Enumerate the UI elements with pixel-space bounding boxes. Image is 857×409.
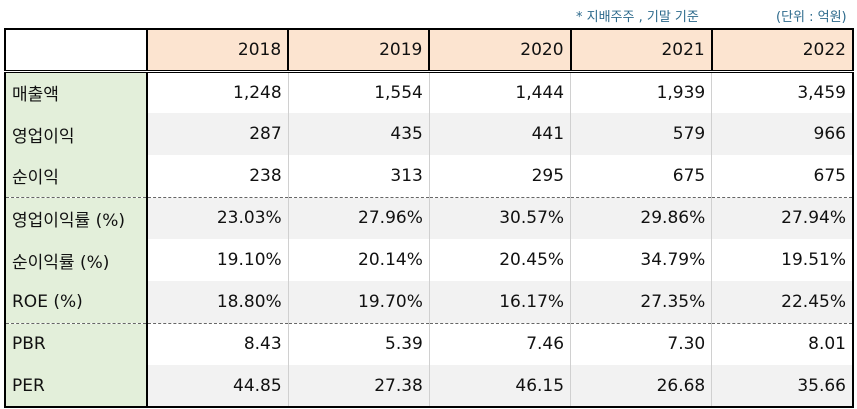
table-cell: 287 <box>146 113 289 155</box>
table-cell: 44.85 <box>146 365 289 408</box>
basis-note: * 지배주주 , 기말 기준 <box>576 10 699 25</box>
unit-note: (단위 : 억원) <box>776 10 847 25</box>
table-row: PER 44.85 27.38 46.15 26.68 35.66 <box>4 365 855 408</box>
table-cell: 8.01 <box>711 322 855 365</box>
table-row: 매출액 1,248 1,554 1,444 1,939 3,459 <box>4 71 855 113</box>
table-cell: 7.46 <box>428 322 572 365</box>
table-cell: 675 <box>570 155 713 197</box>
table-cell: 23.03% <box>146 196 289 239</box>
row-label: 영업이익 <box>4 113 148 155</box>
table-row: 영업이익 287 435 441 579 966 <box>4 113 855 155</box>
table-cell: 966 <box>711 113 855 155</box>
year-header: 2018 <box>145 28 290 73</box>
table-cell: 1,444 <box>428 71 572 113</box>
table-cell: 19.10% <box>146 239 289 281</box>
row-label: 영업이익률 (%) <box>4 196 148 239</box>
table-cell: 46.15 <box>428 365 572 408</box>
table-notes: * 지배주주 , 기말 기준 (단위 : 억원) <box>0 0 857 28</box>
year-header: 2020 <box>428 28 572 73</box>
table-cell: 19.70% <box>287 281 430 323</box>
table-cell: 441 <box>428 113 572 155</box>
year-header: 2021 <box>569 28 713 73</box>
table-cell: 34.79% <box>570 239 713 281</box>
table-cell: 675 <box>711 155 855 197</box>
table-cell: 5.39 <box>287 322 430 365</box>
table-cell: 27.38 <box>287 365 430 408</box>
table-cell: 26.68 <box>570 365 713 408</box>
row-label: 순이익 <box>4 155 148 197</box>
row-label: PBR <box>4 322 148 365</box>
table-cell: 22.45% <box>711 281 855 323</box>
table-cell: 8.43 <box>146 322 289 365</box>
table-cell: 579 <box>570 113 713 155</box>
table-cell: 1,248 <box>146 71 289 113</box>
financial-summary-table: 2018 2019 2020 2021 2022 매출액 1,248 1,554… <box>4 28 855 408</box>
table-cell: 18.80% <box>146 281 289 323</box>
table-row: ROE (%) 18.80% 19.70% 16.17% 27.35% 22.4… <box>4 281 855 323</box>
table-row: 순이익 238 313 295 675 675 <box>4 155 855 197</box>
table-cell: 238 <box>146 155 289 197</box>
row-label: PER <box>4 365 148 408</box>
year-header: 2019 <box>287 28 431 73</box>
table-cell: 19.51% <box>711 239 855 281</box>
table-cell: 30.57% <box>428 196 572 239</box>
table-cell: 35.66 <box>711 365 855 408</box>
table-cell: 16.17% <box>428 281 572 323</box>
table-cell: 29.86% <box>570 196 713 239</box>
table-cell: 313 <box>287 155 430 197</box>
table-cell: 1,939 <box>570 71 713 113</box>
table-cell: 295 <box>428 155 572 197</box>
header-row: 2018 2019 2020 2021 2022 <box>4 28 855 73</box>
table-cell: 20.14% <box>287 239 430 281</box>
table-row: PBR 8.43 5.39 7.46 7.30 8.01 <box>4 322 855 365</box>
table-cell: 1,554 <box>287 71 430 113</box>
table-cell: 7.30 <box>570 322 713 365</box>
year-header: 2022 <box>710 28 855 73</box>
table-cell: 27.96% <box>287 196 430 239</box>
corner-cell <box>4 28 148 73</box>
table-row: 순이익률 (%) 19.10% 20.14% 20.45% 34.79% 19.… <box>4 239 855 281</box>
row-label: ROE (%) <box>4 281 148 323</box>
table-cell: 435 <box>287 113 430 155</box>
table-cell: 20.45% <box>428 239 572 281</box>
table-row: 영업이익률 (%) 23.03% 27.96% 30.57% 29.86% 27… <box>4 196 855 239</box>
table-cell: 27.35% <box>570 281 713 323</box>
row-label: 순이익률 (%) <box>4 239 148 281</box>
table-cell: 3,459 <box>711 71 855 113</box>
row-label: 매출액 <box>4 71 148 113</box>
table-cell: 27.94% <box>711 196 855 239</box>
